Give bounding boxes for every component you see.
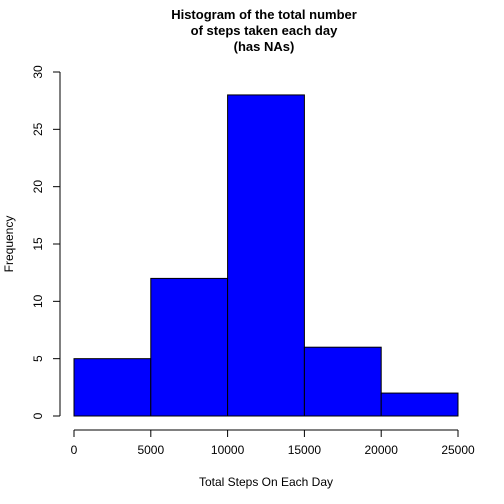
chart-title-line-1: Histogram of the total number	[171, 7, 357, 22]
y-tick-label: 10	[31, 294, 45, 308]
x-tick-label: 15000	[288, 443, 322, 457]
y-tick-label: 0	[31, 412, 45, 419]
y-tick-label: 20	[31, 180, 45, 194]
y-tick-label: 15	[31, 237, 45, 251]
y-tick-label: 30	[31, 65, 45, 79]
chart-title-line-3: (has NAs)	[234, 39, 295, 54]
y-tick-label: 5	[31, 355, 45, 362]
x-tick-label: 10000	[211, 443, 245, 457]
histogram-bar-4	[380, 392, 459, 417]
y-axis: 0 5 10 15 20 25 30	[31, 65, 61, 419]
x-tick-label: 0	[71, 443, 78, 457]
x-axis-label: Total Steps On Each Day	[199, 475, 333, 489]
x-axis: 0 5000 10000 15000 20000 25000	[71, 429, 475, 457]
chart-title-line-2: of steps taken each day	[191, 23, 338, 38]
histogram-bars	[73, 94, 459, 417]
histogram-bar-3	[303, 346, 382, 417]
x-tick-label: 20000	[365, 443, 399, 457]
y-tick-label: 25	[31, 122, 45, 136]
x-tick-label: 5000	[137, 443, 164, 457]
y-axis-label: Frequency	[2, 216, 16, 273]
x-tick-label: 25000	[441, 443, 475, 457]
chart-title: Histogram of the total number of steps t…	[171, 7, 357, 54]
histogram-bar-0	[73, 358, 152, 417]
histogram-bar-2	[227, 94, 305, 417]
histogram-bar-1	[150, 277, 229, 417]
